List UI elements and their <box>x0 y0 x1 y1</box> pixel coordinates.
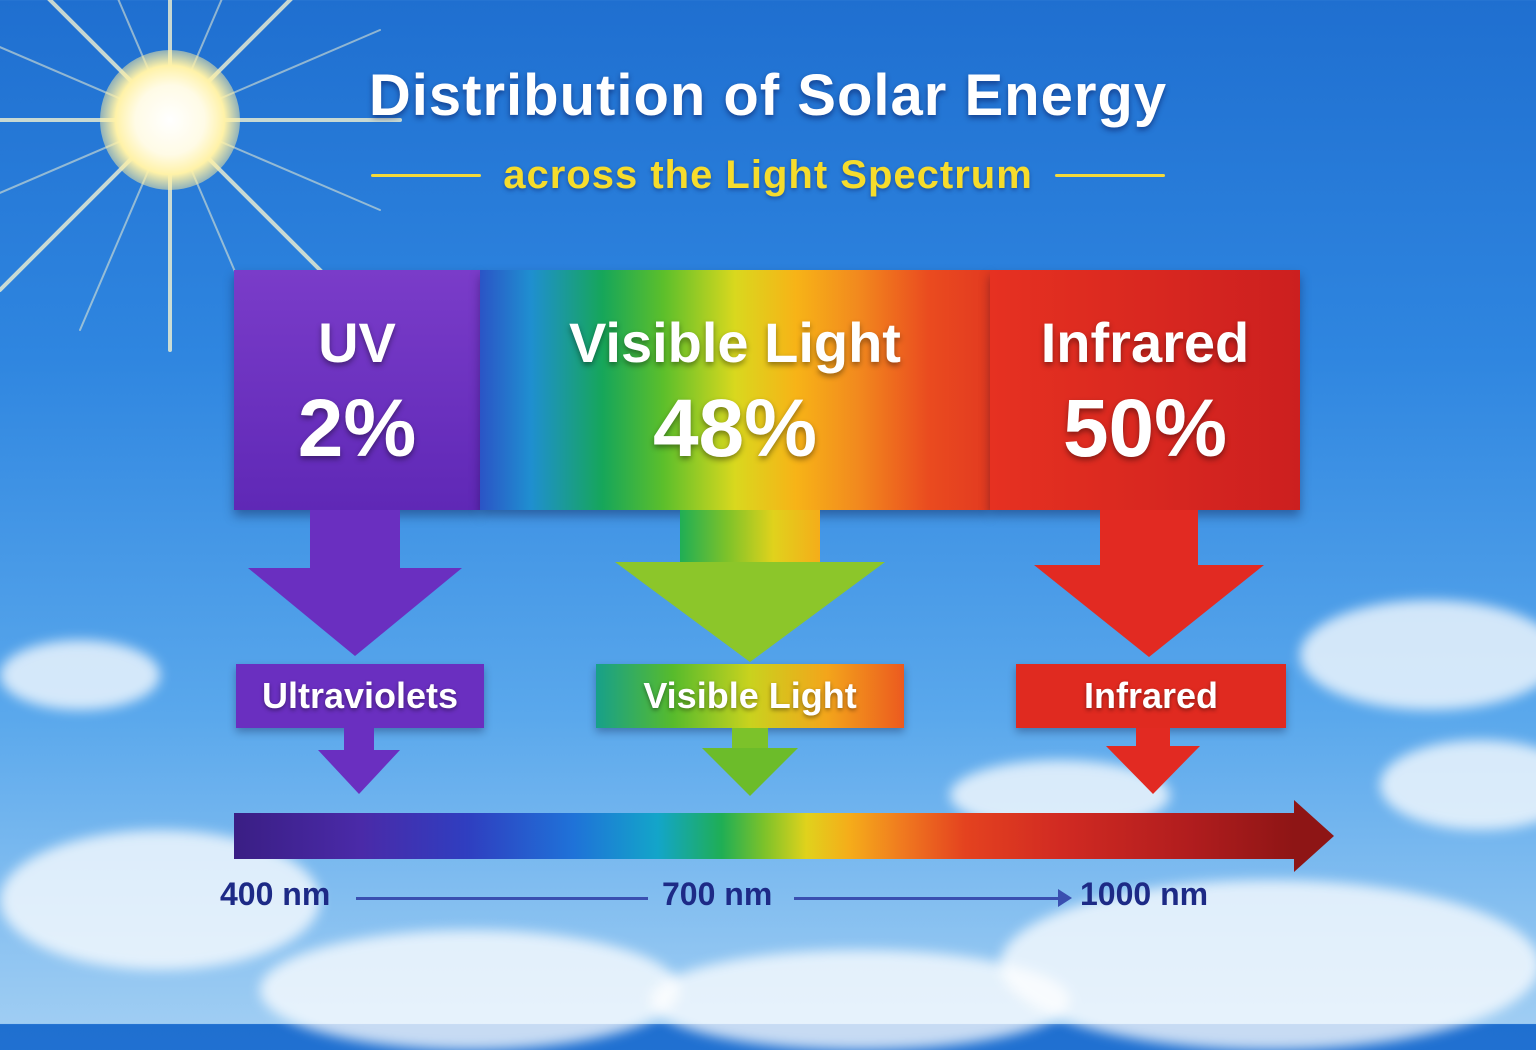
cloud <box>1300 600 1536 710</box>
subtitle-divider-right <box>1054 173 1165 177</box>
spectrum-bar <box>234 813 1294 859</box>
cloud <box>1380 740 1536 830</box>
infrared-band: Infrared 50% <box>990 270 1300 510</box>
visible-light-label: Visible Light <box>596 664 904 728</box>
subtitle-divider-left <box>371 173 482 177</box>
subtitle-row: across the Light Spectrum <box>300 150 1236 200</box>
visible-band-name: Visible Light <box>569 311 901 374</box>
infrared-band-percent: 50% <box>1062 383 1228 474</box>
spectrum-arrow-tip-icon <box>1294 800 1334 872</box>
scale-end-label: 1000 nm <box>1080 876 1209 912</box>
scale-start-label: 400 nm <box>220 876 331 912</box>
subtitle: across the Light Spectrum <box>503 152 1033 197</box>
ultraviolets-label: Ultraviolets <box>236 664 484 728</box>
cloud <box>0 640 160 710</box>
scale-line <box>794 897 1060 900</box>
cloud <box>1000 880 1536 1050</box>
sun-icon <box>100 50 240 190</box>
visible-band: Visible Light 48% <box>480 270 990 510</box>
infrared-label: Infrared <box>1016 664 1286 728</box>
uv-band-name: UV <box>318 311 396 374</box>
scale-arrow-icon <box>1058 889 1072 907</box>
uv-band: UV 2% <box>234 270 480 510</box>
uv-band-percent: 2% <box>297 383 417 474</box>
visible-band-percent: 48% <box>652 383 818 474</box>
cloud <box>260 930 680 1050</box>
infrared-band-name: Infrared <box>1040 311 1250 374</box>
page-title: Distribution of Solar Energy <box>368 63 1168 128</box>
scale-mid-label: 700 nm <box>662 876 773 912</box>
scale-line <box>356 897 648 900</box>
